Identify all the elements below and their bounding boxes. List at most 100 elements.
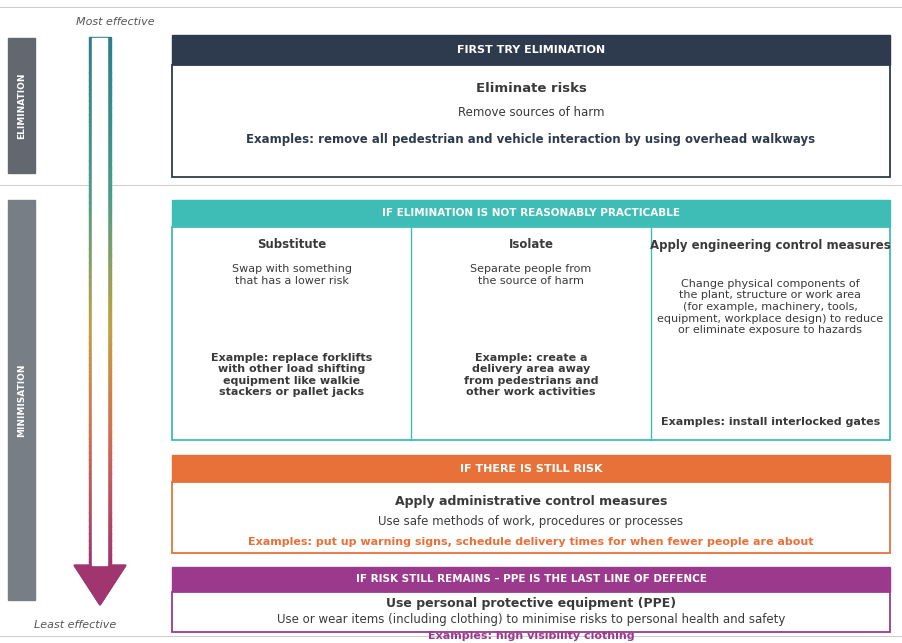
Polygon shape xyxy=(89,439,111,442)
Polygon shape xyxy=(89,322,111,326)
Polygon shape xyxy=(89,318,111,322)
Polygon shape xyxy=(89,410,111,414)
Polygon shape xyxy=(89,375,111,379)
Polygon shape xyxy=(89,386,111,389)
Polygon shape xyxy=(89,231,111,235)
Polygon shape xyxy=(86,583,115,584)
Text: Use personal protective equipment (PPE): Use personal protective equipment (PPE) xyxy=(385,597,676,610)
Polygon shape xyxy=(98,603,101,604)
Polygon shape xyxy=(77,569,124,570)
Polygon shape xyxy=(89,164,111,168)
Polygon shape xyxy=(89,174,111,178)
Polygon shape xyxy=(89,76,111,80)
Text: Substitute: Substitute xyxy=(257,239,326,251)
Text: Isolate: Isolate xyxy=(508,239,553,251)
Polygon shape xyxy=(99,604,100,605)
Polygon shape xyxy=(89,287,111,291)
Polygon shape xyxy=(89,421,111,424)
Bar xyxy=(8,200,35,600)
Polygon shape xyxy=(89,358,111,361)
Polygon shape xyxy=(89,284,111,287)
Text: Use or wear items (including clothing) to minimise risks to personal health and : Use or wear items (including clothing) t… xyxy=(277,613,785,626)
Text: Eliminate risks: Eliminate risks xyxy=(475,82,585,95)
Polygon shape xyxy=(89,248,111,252)
Polygon shape xyxy=(89,368,111,372)
Polygon shape xyxy=(89,487,111,491)
Polygon shape xyxy=(89,291,111,294)
Text: ELIMINATION: ELIMINATION xyxy=(17,72,26,139)
Polygon shape xyxy=(75,567,124,568)
Polygon shape xyxy=(89,125,111,129)
Polygon shape xyxy=(89,523,111,527)
Polygon shape xyxy=(89,308,111,312)
Polygon shape xyxy=(89,220,111,224)
Polygon shape xyxy=(89,509,111,512)
Polygon shape xyxy=(89,234,111,238)
Polygon shape xyxy=(88,587,112,588)
Polygon shape xyxy=(96,598,105,599)
Polygon shape xyxy=(89,406,111,410)
Polygon shape xyxy=(83,579,116,580)
Polygon shape xyxy=(89,262,111,266)
Polygon shape xyxy=(89,473,111,477)
Text: Example: create a
delivery area away
from pedestrians and
other work activities: Example: create a delivery area away fro… xyxy=(464,352,598,397)
Text: Examples: high visibility clothing: Examples: high visibility clothing xyxy=(428,631,633,641)
Polygon shape xyxy=(89,294,111,298)
Polygon shape xyxy=(89,526,111,530)
Polygon shape xyxy=(89,69,111,73)
Polygon shape xyxy=(89,340,111,343)
Polygon shape xyxy=(89,396,111,400)
Polygon shape xyxy=(89,350,111,354)
Polygon shape xyxy=(89,44,111,48)
Polygon shape xyxy=(89,466,111,470)
Polygon shape xyxy=(89,589,110,590)
Polygon shape xyxy=(89,558,111,562)
Polygon shape xyxy=(89,480,111,484)
Polygon shape xyxy=(74,565,126,566)
Bar xyxy=(171,227,889,440)
Polygon shape xyxy=(89,505,111,509)
Polygon shape xyxy=(89,347,111,350)
Polygon shape xyxy=(89,424,111,428)
Polygon shape xyxy=(89,280,111,284)
Polygon shape xyxy=(89,224,111,228)
Polygon shape xyxy=(89,114,111,118)
Polygon shape xyxy=(81,576,119,577)
Polygon shape xyxy=(78,572,121,574)
Polygon shape xyxy=(89,146,111,150)
Polygon shape xyxy=(89,551,111,555)
Polygon shape xyxy=(94,596,106,597)
Polygon shape xyxy=(89,533,111,537)
Polygon shape xyxy=(89,520,111,523)
Polygon shape xyxy=(87,584,114,585)
Polygon shape xyxy=(89,459,111,463)
Polygon shape xyxy=(89,417,111,421)
Polygon shape xyxy=(89,51,111,55)
Polygon shape xyxy=(89,491,111,495)
Bar xyxy=(171,455,889,482)
Polygon shape xyxy=(94,595,106,596)
Bar xyxy=(171,482,889,553)
Polygon shape xyxy=(89,336,111,340)
Bar xyxy=(171,200,889,227)
Polygon shape xyxy=(89,206,111,210)
Polygon shape xyxy=(89,143,111,147)
Bar xyxy=(8,38,35,173)
Polygon shape xyxy=(89,58,111,62)
Polygon shape xyxy=(89,544,111,548)
Polygon shape xyxy=(89,446,111,449)
Text: Swap with something
that has a lower risk: Swap with something that has a lower ris… xyxy=(232,264,351,285)
Bar xyxy=(171,35,889,65)
Polygon shape xyxy=(78,571,122,572)
Polygon shape xyxy=(89,325,111,329)
Polygon shape xyxy=(75,566,125,567)
Polygon shape xyxy=(89,136,111,140)
Polygon shape xyxy=(89,192,111,195)
Polygon shape xyxy=(89,315,111,319)
Polygon shape xyxy=(78,570,123,571)
Text: Examples: remove all pedestrian and vehicle interaction by using overhead walkwa: Examples: remove all pedestrian and vehi… xyxy=(246,134,815,147)
Text: Apply engineering control measures: Apply engineering control measures xyxy=(649,239,889,251)
Polygon shape xyxy=(89,498,111,502)
Polygon shape xyxy=(79,574,120,575)
Polygon shape xyxy=(89,379,111,382)
